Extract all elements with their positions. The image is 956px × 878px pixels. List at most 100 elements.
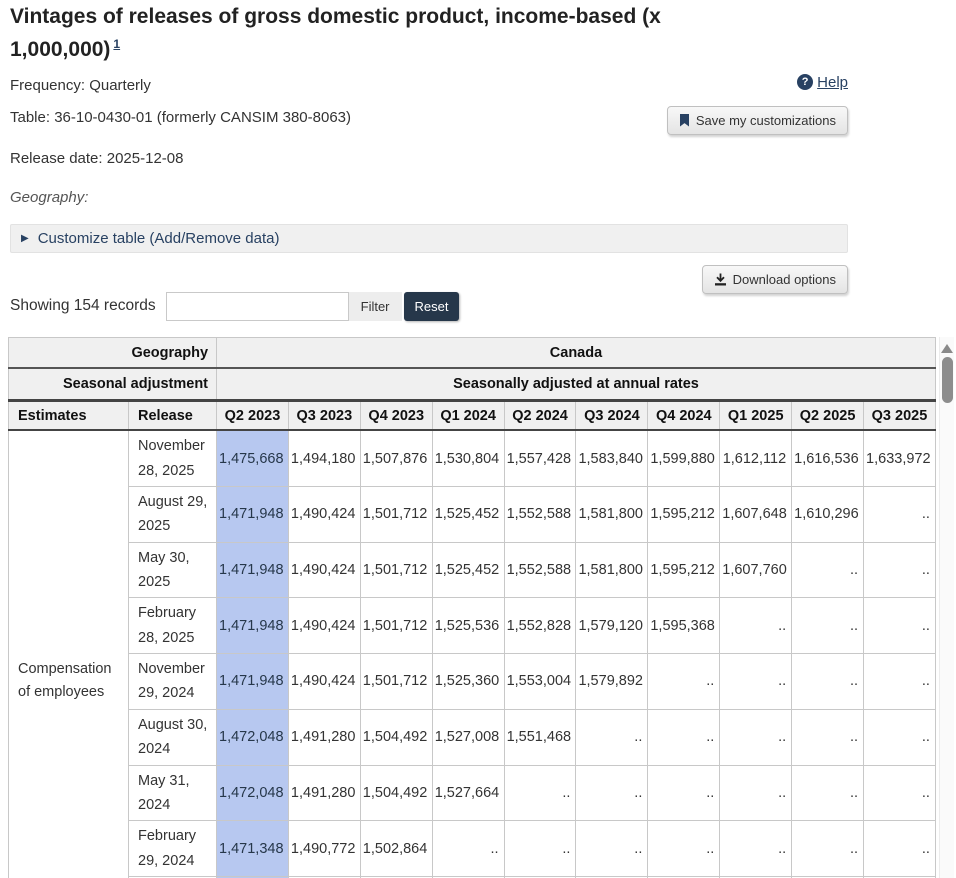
vintages-table: Geography Canada Seasonal adjustment Sea… xyxy=(8,336,936,878)
release-date-cell: February 28, 2025 xyxy=(127,597,218,655)
data-cell: 1,557,428 xyxy=(503,429,577,487)
vertical-scrollbar[interactable] xyxy=(939,336,954,878)
data-cell: 1,530,804 xyxy=(431,429,505,487)
table-row: February 29, 2024 1,471,348 1,490,772 1,502… xyxy=(9,820,936,877)
page-title: Vintages of releases of gross domestic p… xyxy=(10,4,755,64)
data-cell: .. xyxy=(647,653,721,710)
quarter-column-header: Q2 2023 xyxy=(216,399,289,432)
data-cell: .. xyxy=(431,820,505,877)
scrollbar-thumb[interactable] xyxy=(941,356,953,403)
data-cell: 1,507,876 xyxy=(359,429,433,487)
download-options-label: Download options xyxy=(732,271,836,287)
table-row: May 30, 2025 1,471,948 1,490,424 1,501,712 1… xyxy=(9,541,936,599)
data-cell-highlighted: 1,471,948 xyxy=(216,485,289,543)
help-link[interactable]: ? Help xyxy=(797,74,848,91)
quarter-column-header: Q1 2024 xyxy=(431,399,505,432)
footnote-1-link[interactable]: 1 xyxy=(113,36,121,51)
data-cell: .. xyxy=(575,764,649,822)
quarter-column-header: Q2 2024 xyxy=(503,399,577,432)
data-cell: 1,610,296 xyxy=(791,485,865,543)
table-row: May 31, 2024 1,472,048 1,491,280 1,504,492 1… xyxy=(9,764,936,822)
data-cell: .. xyxy=(863,708,936,766)
data-cell: .. xyxy=(863,541,936,599)
data-cell: 1,599,880 xyxy=(647,429,721,487)
data-cell: 1,595,212 xyxy=(647,541,721,599)
geography-dimension-value: Canada xyxy=(216,336,936,370)
data-cell-highlighted: 1,471,948 xyxy=(216,541,289,599)
quarter-column-header: Q2 2025 xyxy=(791,399,865,432)
frequency-label: Frequency: Quarterly xyxy=(10,76,151,94)
release-date-cell: February 29, 2024 xyxy=(127,820,218,877)
data-cell: 1,595,212 xyxy=(647,485,721,543)
release-date: Release date: 2025-12-08 xyxy=(10,149,184,167)
geography-header-row: Geography Canada xyxy=(8,336,936,370)
column-headers-row: Estimates Release Q2 2023 Q3 2023 Q4 2023 Q… xyxy=(8,399,936,432)
filter-input[interactable] xyxy=(165,291,349,321)
data-cell: .. xyxy=(719,764,793,822)
data-cell: .. xyxy=(575,708,649,766)
data-cell: .. xyxy=(719,820,793,877)
data-cell: .. xyxy=(863,820,936,877)
page-title-text: Vintages of releases of gross domestic p… xyxy=(10,5,661,61)
data-cell: .. xyxy=(863,764,936,822)
release-date-cell: November 29, 2024 xyxy=(127,653,218,710)
data-cell: .. xyxy=(503,764,577,822)
release-date-cell: August 29, 2025 xyxy=(127,485,218,543)
data-cell: .. xyxy=(791,820,865,877)
help-link-label: Help xyxy=(817,73,848,91)
data-cell: 1,491,280 xyxy=(287,708,361,766)
quarter-column-header: Q4 2023 xyxy=(359,399,433,432)
data-cell: 1,583,840 xyxy=(575,429,649,487)
data-cell: 1,553,004 xyxy=(503,653,577,710)
reset-button[interactable]: Reset xyxy=(403,291,460,321)
table-row: Compensation of employees November 28, 20… xyxy=(8,429,936,878)
data-cell: 1,607,760 xyxy=(719,541,793,599)
frequency-row: Frequency: Quarterly ? Help xyxy=(10,74,848,94)
data-cell: 1,616,536 xyxy=(791,429,865,487)
data-cell: 1,607,648 xyxy=(719,485,793,543)
table-reference: Table: 36-10-0430-01 (formerly CANSIM 38… xyxy=(10,108,351,126)
seasonal-adjustment-value: Seasonally adjusted at annual rates xyxy=(216,367,936,402)
save-customizations-button[interactable]: Save my customizations xyxy=(666,105,848,135)
data-cell: 1,504,492 xyxy=(359,764,433,822)
data-cell: 1,612,112 xyxy=(719,429,793,487)
data-cell-highlighted: 1,472,048 xyxy=(216,708,289,766)
download-row: Download options xyxy=(10,264,848,294)
estimate-name-cell: Compensation of employees xyxy=(8,429,129,878)
download-icon xyxy=(714,273,726,286)
seasonal-adjustment-label: Seasonal adjustment xyxy=(8,367,218,402)
customize-table-label: Customize table (Add/Remove data) xyxy=(37,229,280,247)
data-cell: 1,494,180 xyxy=(287,429,361,487)
data-cell: .. xyxy=(575,820,649,877)
table-header: Geography Canada Seasonal adjustment Sea… xyxy=(8,336,936,432)
release-date-cell: November 28, 2025 xyxy=(127,429,218,487)
quarter-column-header: Q4 2024 xyxy=(647,399,721,432)
download-options-button[interactable]: Download options xyxy=(701,264,848,294)
data-cell-highlighted: 1,471,948 xyxy=(216,597,289,655)
data-cell: 1,490,424 xyxy=(287,485,361,543)
quarter-column-header: Q1 2025 xyxy=(719,399,793,432)
data-cell: .. xyxy=(503,820,577,877)
filter-row: Showing 154 records Filter Reset xyxy=(10,291,948,321)
chevron-right-icon: ▶ xyxy=(21,232,29,244)
table-row: August 29, 2025 1,471,948 1,490,424 1,501,7… xyxy=(9,485,936,543)
data-cell: 1,501,712 xyxy=(359,597,433,655)
save-customizations-label: Save my customizations xyxy=(695,112,836,128)
data-cell: .. xyxy=(791,764,865,822)
data-table-container: Geography Canada Seasonal adjustment Sea… xyxy=(8,336,954,878)
filter-button[interactable]: Filter xyxy=(348,291,402,321)
bookmark-icon xyxy=(679,113,689,127)
data-cell: .. xyxy=(647,708,721,766)
scroll-up-arrow-icon[interactable] xyxy=(941,343,953,353)
data-cell: 1,581,800 xyxy=(575,485,649,543)
data-cell: .. xyxy=(647,820,721,877)
data-cell: .. xyxy=(719,597,793,655)
customize-table-toggle[interactable]: ▶ Customize table (Add/Remove data) xyxy=(10,223,848,253)
quarter-column-header: Q3 2025 xyxy=(863,399,936,432)
table-row: November 29, 2024 1,471,948 1,490,424 1,501… xyxy=(9,653,936,710)
data-cell: 1,501,712 xyxy=(359,541,433,599)
table-ref-row: Table: 36-10-0430-01 (formerly CANSIM 38… xyxy=(10,105,848,135)
data-cell: 1,490,424 xyxy=(287,597,361,655)
data-cell: 1,581,800 xyxy=(575,541,649,599)
